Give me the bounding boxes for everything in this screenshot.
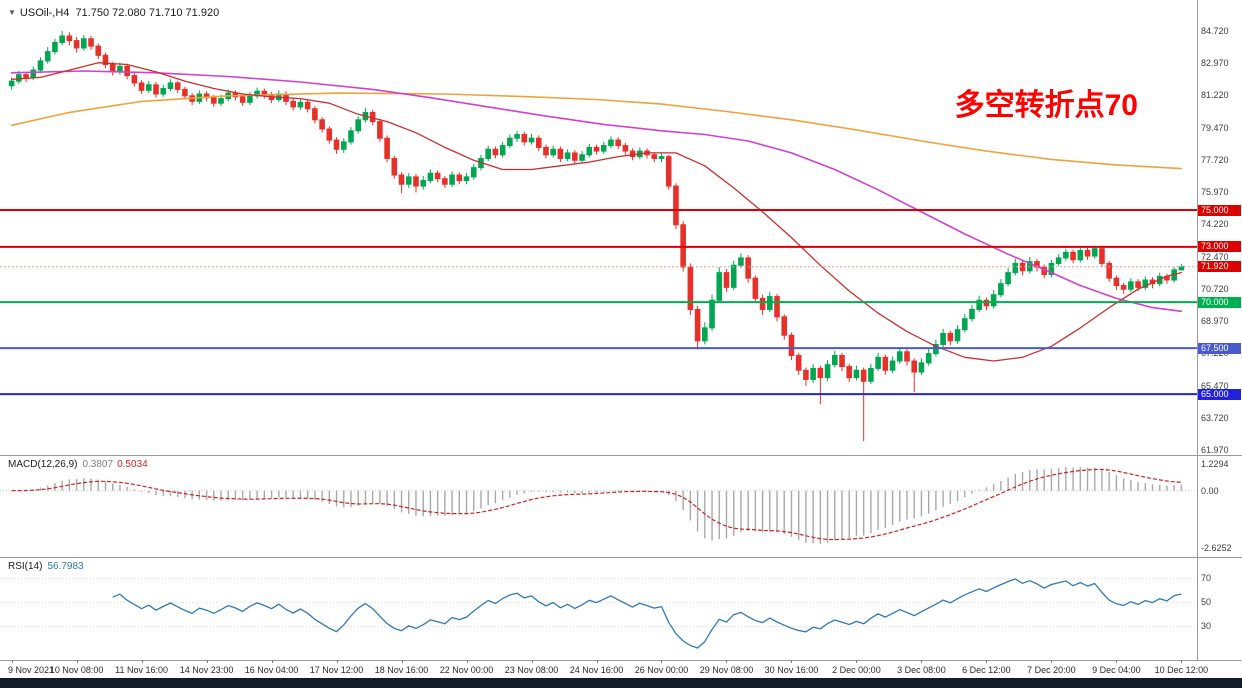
- price-axis-label: 82.970: [1201, 58, 1229, 69]
- time-tick: [1051, 660, 1053, 663]
- ma-fast-red: [10, 62, 1183, 362]
- time-axis-label: 22 Nov 00:00: [439, 665, 494, 675]
- price-badge: 70.000: [1198, 296, 1241, 308]
- time-axis-label: 23 Nov 08:00: [504, 665, 559, 675]
- rsi-axis-label: 50: [1201, 597, 1212, 608]
- price-axis-label: 72.470: [1201, 251, 1229, 262]
- time-tick: [531, 660, 533, 663]
- rsi-indicator-canvas[interactable]: [0, 558, 1242, 660]
- time-axis-label: 9 Nov 2021: [8, 665, 55, 675]
- time-axis[interactable]: 9 Nov 2021 10 Nov 08:00 11 Nov 16:00 14 Nov…: [0, 660, 1242, 678]
- panel-separator[interactable]: [0, 557, 1242, 558]
- macd-axis-label: 0.00: [1201, 485, 1219, 496]
- time-axis-label: 14 Nov 23:00: [179, 665, 234, 675]
- panel-separator: [0, 660, 1242, 661]
- price-badge: 71.920: [1198, 261, 1241, 273]
- time-tick: [271, 660, 273, 663]
- time-axis-label: 3 Dec 08:00: [897, 665, 946, 675]
- time-tick: [596, 660, 598, 663]
- time-tick: [726, 660, 728, 663]
- time-tick: [466, 660, 468, 663]
- macd-axis-label: -2.6252: [1201, 543, 1232, 554]
- time-axis-label: 26 Nov 00:00: [634, 665, 689, 675]
- macd-main-value: 0.3807: [82, 459, 114, 470]
- time-axis-label: 2 Dec 00:00: [832, 665, 881, 675]
- rsi-axis-label: 30: [1201, 621, 1212, 632]
- rsi-name: RSI(14): [8, 561, 43, 572]
- price-axis-label: 79.470: [1201, 122, 1229, 133]
- macd-name: MACD(12,26,9): [8, 459, 78, 470]
- time-axis-label: 10 Nov 08:00: [49, 665, 104, 675]
- chart-annotation-text: 多空转折点70: [954, 89, 1138, 122]
- rsi-value: 56.7983: [47, 561, 84, 572]
- panel-separator[interactable]: [0, 455, 1242, 456]
- time-axis-label: 6 Dec 12:00: [962, 665, 1011, 675]
- time-tick: [791, 660, 793, 663]
- time-tick: [336, 660, 338, 663]
- macd-label: MACD(12,26,9) 0.3807 0.5034: [8, 459, 148, 470]
- ma-mid-magenta: [10, 70, 1183, 313]
- time-axis-label: 17 Nov 12:00: [309, 665, 364, 675]
- time-axis-label: 18 Nov 16:00: [374, 665, 429, 675]
- price-axis-label: 84.720: [1201, 26, 1229, 37]
- time-axis-label: 11 Nov 16:00: [115, 665, 169, 675]
- time-tick: [1181, 660, 1183, 663]
- time-tick: [401, 660, 403, 663]
- time-tick: [1116, 660, 1118, 663]
- price-axis-label: 74.220: [1201, 219, 1229, 230]
- time-tick: [76, 660, 78, 663]
- price-axis-label: 70.720: [1201, 283, 1229, 294]
- chart-collapse-icon[interactable]: ▼: [8, 8, 16, 17]
- time-axis-label: 30 Nov 16:00: [764, 665, 819, 675]
- price-axis-label: 77.720: [1201, 154, 1229, 165]
- price-badge: 67.500: [1198, 342, 1241, 354]
- price-axis-label: 81.220: [1201, 90, 1229, 101]
- price-axis-gutter: 84.720 82.970 81.220 79.470 77.720 75.970 74.2…: [1198, 0, 1242, 660]
- time-axis-label: 24 Nov 16:00: [569, 665, 624, 675]
- time-axis-label: 16 Nov 04:00: [244, 665, 299, 675]
- price-axis-label: 68.970: [1201, 316, 1229, 327]
- price-badge: 65.000: [1198, 388, 1241, 400]
- price-axis-label: 75.970: [1201, 187, 1229, 198]
- time-tick: [141, 660, 143, 663]
- price-badge: 73.000: [1198, 241, 1241, 253]
- chart-header: ▼ USOil-,H4 71.750 72.080 71.710 71.920: [8, 7, 219, 19]
- macd-indicator-canvas[interactable]: [0, 456, 1242, 557]
- price-chart-canvas[interactable]: [0, 0, 1242, 455]
- time-tick: [206, 660, 208, 663]
- chart-ohlc-values: 71.750 72.080 71.710 71.920: [75, 7, 220, 19]
- price-axis-label: 65.470: [1201, 380, 1229, 391]
- macd-axis-label: 1.2294: [1201, 458, 1229, 469]
- time-tick: [11, 660, 13, 663]
- time-axis-label: 9 Dec 04:00: [1092, 665, 1141, 675]
- time-tick: [856, 660, 858, 663]
- chart-symbol-period: USOil-,H4: [19, 7, 70, 19]
- macd-signal-value: 0.5034: [117, 459, 148, 470]
- time-axis-label: 10 Dec 12:00: [1154, 665, 1209, 675]
- time-tick: [986, 660, 988, 663]
- ma-slow-orange: [10, 92, 1183, 170]
- time-tick: [661, 660, 663, 663]
- time-axis-label: 7 Dec 20:00: [1027, 665, 1076, 675]
- bottom-scrollbar[interactable]: [0, 678, 1242, 688]
- time-tick: [921, 660, 923, 663]
- rsi-label: RSI(14) 56.7983: [8, 561, 84, 572]
- time-axis-label: 29 Nov 08:00: [699, 665, 754, 675]
- price-badge: 75.000: [1198, 204, 1241, 216]
- rsi-axis-label: 70: [1201, 573, 1212, 584]
- axis-separator: [1197, 0, 1198, 660]
- price-axis-label: 63.720: [1201, 412, 1229, 423]
- price-axis-label: 61.970: [1201, 444, 1229, 455]
